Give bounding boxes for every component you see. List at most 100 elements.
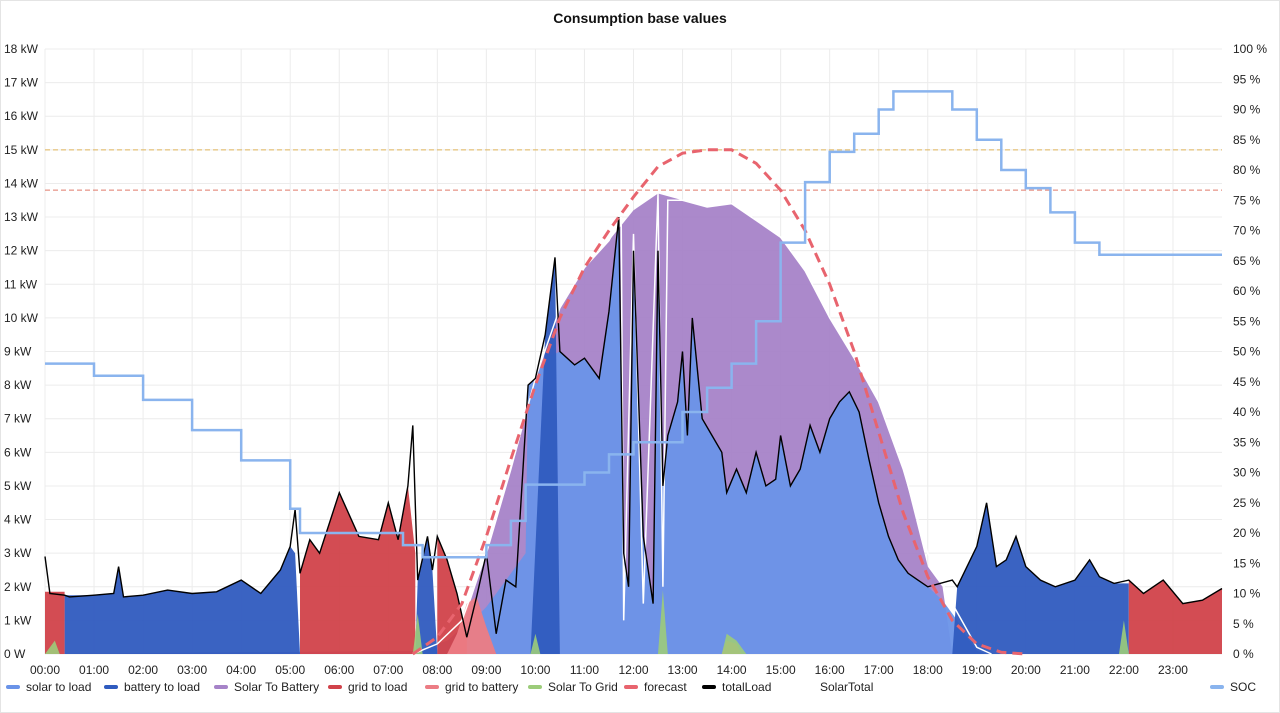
- legend-item-solar-to-grid[interactable]: Solar To Grid: [528, 680, 618, 694]
- y-left-tick-label: 3 kW: [4, 546, 32, 560]
- legend-swatch: [800, 685, 814, 689]
- legend-swatch: [528, 685, 542, 689]
- y-left-tick-label: 8 kW: [4, 378, 32, 392]
- x-tick-label: 18:00: [913, 663, 943, 677]
- y-right-tick-label: 85 %: [1233, 133, 1261, 147]
- y-right-tick-label: 90 %: [1233, 103, 1261, 117]
- y-left-tick-label: 1 kW: [4, 613, 32, 627]
- x-tick-label: 08:00: [422, 663, 452, 677]
- y-left-tick-label: 4 kW: [4, 513, 32, 527]
- legend-label: grid to load: [348, 680, 408, 694]
- legend-swatch: [6, 685, 20, 689]
- x-tick-label: 02:00: [128, 663, 158, 677]
- legend-label: battery to load: [124, 680, 201, 694]
- y-left-tick-label: 18 kW: [4, 42, 39, 56]
- y-right-tick-label: 45 %: [1233, 375, 1261, 389]
- legend-item-grid-to-battery[interactable]: grid to battery: [425, 680, 518, 694]
- y-right-tick-label: 55 %: [1233, 314, 1261, 328]
- x-tick-label: 05:00: [275, 663, 305, 677]
- legend-swatch: [624, 685, 638, 689]
- legend-label: SOC: [1230, 680, 1257, 694]
- x-tick-label: 03:00: [177, 663, 207, 677]
- y-left-tick-label: 16 kW: [4, 109, 39, 123]
- y-right-tick-label: 15 %: [1233, 556, 1261, 570]
- y-left-tick-label: 5 kW: [4, 479, 32, 493]
- y-right-tick-label: 0 %: [1233, 647, 1254, 661]
- y-left-tick-label: 14 kW: [4, 176, 39, 190]
- y-right-tick-label: 30 %: [1233, 466, 1261, 480]
- legend-label: solar to load: [26, 680, 92, 694]
- y-right-tick-label: 70 %: [1233, 224, 1261, 238]
- legend-swatch: [328, 685, 342, 689]
- y-left-tick-label: 11 kW: [4, 277, 38, 291]
- legend-item-solar-to-load[interactable]: solar to load: [6, 680, 91, 694]
- legend-item-battery-to-load[interactable]: battery to load: [104, 680, 200, 694]
- x-tick-label: 01:00: [79, 663, 109, 677]
- series-area-solar-to-load: [45, 223, 1222, 655]
- x-tick-label: 13:00: [668, 663, 698, 677]
- y-left-tick-label: 2 kW: [4, 580, 32, 594]
- series-area-grid-to-load: [45, 485, 1222, 654]
- legend-label: forecast: [644, 680, 687, 694]
- legend-label: grid to battery: [445, 680, 519, 694]
- y-left-tick-label: 12 kW: [4, 244, 39, 258]
- y-left-tick-label: 13 kW: [4, 210, 39, 224]
- series-line-totalload: [44, 217, 1223, 638]
- y-left-tick-label: 0 W: [4, 647, 26, 661]
- y-right-tick-label: 80 %: [1233, 163, 1261, 177]
- legend-swatch: [1210, 685, 1224, 689]
- y-left-tick-label: 9 kW: [4, 345, 32, 359]
- legend-item-totalload[interactable]: totalLoad: [702, 680, 771, 694]
- series-area-battery-to-load: [45, 257, 1222, 654]
- legend-item-forecast[interactable]: forecast: [624, 680, 687, 694]
- legend-item-grid-to-load[interactable]: grid to load: [328, 680, 407, 694]
- legend-swatch: [104, 685, 118, 689]
- legend-label: SolarTotal: [820, 680, 874, 694]
- y-right-tick-label: 65 %: [1233, 254, 1261, 268]
- y-right-tick-label: 100 %: [1233, 42, 1267, 56]
- y-left-tick-label: 6 kW: [4, 445, 32, 459]
- y-right-tick-label: 20 %: [1233, 526, 1261, 540]
- y-left-tick-label: 10 kW: [4, 311, 39, 325]
- y-right-tick-label: 5 %: [1233, 617, 1254, 631]
- x-tick-label: 14:00: [717, 663, 747, 677]
- legend-item-soc[interactable]: SOC: [1210, 680, 1256, 694]
- x-tick-label: 00:00: [30, 663, 60, 677]
- legend-swatch: [702, 685, 716, 689]
- y-right-tick-label: 25 %: [1233, 496, 1261, 510]
- y-right-tick-label: 75 %: [1233, 193, 1261, 207]
- y-right-tick-label: 95 %: [1233, 72, 1261, 86]
- y-right-tick-label: 60 %: [1233, 284, 1261, 298]
- series-line-soc: [45, 90, 1222, 559]
- x-tick-label: 19:00: [962, 663, 992, 677]
- legend-swatch: [425, 685, 439, 689]
- legend-swatch: [214, 685, 228, 689]
- x-tick-label: 06:00: [324, 663, 354, 677]
- chart-title: Consumption base values: [553, 10, 727, 26]
- legend-item-solar-to-battery[interactable]: Solar To Battery: [214, 680, 319, 694]
- x-tick-label: 15:00: [766, 663, 796, 677]
- x-tick-label: 09:00: [471, 663, 501, 677]
- x-tick-label: 04:00: [226, 663, 256, 677]
- x-tick-label: 10:00: [520, 663, 550, 677]
- legend-label: totalLoad: [722, 680, 772, 694]
- y-left-tick-label: 15 kW: [4, 143, 39, 157]
- y-right-tick-label: 50 %: [1233, 345, 1261, 359]
- chart-legend: solar to load battery to load Solar To Bat…: [0, 680, 1278, 698]
- x-tick-label: 07:00: [373, 663, 403, 677]
- x-tick-label: 20:00: [1011, 663, 1041, 677]
- x-tick-label: 12:00: [618, 663, 648, 677]
- legend-label: Solar To Grid: [548, 680, 618, 694]
- y-right-tick-label: 40 %: [1233, 405, 1261, 419]
- x-tick-label: 21:00: [1060, 663, 1090, 677]
- x-tick-label: 11:00: [570, 663, 599, 677]
- x-tick-label: 16:00: [815, 663, 845, 677]
- y-left-tick-label: 7 kW: [4, 412, 32, 426]
- x-tick-label: 22:00: [1109, 663, 1139, 677]
- legend-label: Solar To Battery: [234, 680, 320, 694]
- x-tick-label: 17:00: [864, 663, 894, 677]
- y-left-tick-label: 17 kW: [4, 76, 39, 90]
- legend-item-solartotal[interactable]: SolarTotal: [800, 680, 873, 694]
- x-tick-label: 23:00: [1158, 663, 1188, 677]
